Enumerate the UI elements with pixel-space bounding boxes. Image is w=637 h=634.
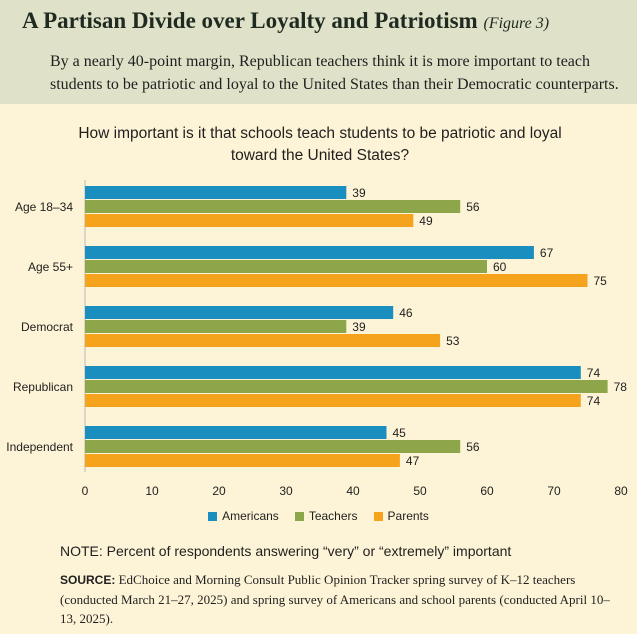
legend-item-americans: Americans <box>208 509 279 523</box>
category-label: Age 55+ <box>28 260 73 274</box>
category-label: Republican <box>13 380 73 394</box>
data-label: 67 <box>540 246 554 260</box>
data-label: 46 <box>399 306 413 320</box>
legend-label-americans: Americans <box>222 509 279 523</box>
legend-label-parents: Parents <box>387 509 429 523</box>
data-label: 56 <box>466 440 480 454</box>
x-tick-label: 70 <box>547 484 561 498</box>
legend-swatch-parents <box>373 511 383 521</box>
legend-item-parents: Parents <box>373 509 429 523</box>
bar-teachers <box>85 380 608 393</box>
data-label: 74 <box>587 366 601 380</box>
legend-label-teachers: Teachers <box>308 509 358 523</box>
data-label: 47 <box>406 454 420 468</box>
category-label: Democrat <box>21 320 74 334</box>
figure-label: (Figure 3) <box>483 15 550 32</box>
title-text: A Partisan Divide over Loyalty and Patri… <box>22 8 478 33</box>
x-tick-label: 30 <box>279 484 293 498</box>
chart-title: How important is it that schools teach s… <box>78 125 562 164</box>
bar-americans <box>85 426 387 439</box>
x-tick-label: 40 <box>346 484 360 498</box>
x-tick-label: 10 <box>145 484 159 498</box>
header-band: A Partisan Divide over Loyalty and Patri… <box>0 0 637 104</box>
source: SOURCE: EdChoice and Morning Consult Pub… <box>60 570 620 628</box>
note-label: NOTE: <box>60 543 103 559</box>
bar-parents <box>85 394 581 407</box>
figure-subtitle: By a nearly 40-point margin, Republican … <box>50 53 619 93</box>
bar-parents <box>85 454 400 467</box>
category-label: Independent <box>6 440 73 454</box>
data-label: 53 <box>446 334 460 348</box>
x-tick-label: 0 <box>82 484 89 498</box>
bar-teachers <box>85 260 487 273</box>
x-tick-label: 80 <box>614 484 628 498</box>
bar-americans <box>85 246 534 259</box>
source-label: SOURCE: <box>60 573 116 587</box>
bar-americans <box>85 366 581 379</box>
x-tick-label: 60 <box>480 484 494 498</box>
source-text: EdChoice and Morning Consult Public Opin… <box>60 572 610 626</box>
data-label: 60 <box>493 260 507 274</box>
data-label: 74 <box>587 394 601 408</box>
bar-teachers <box>85 320 347 333</box>
data-label: 39 <box>352 186 366 200</box>
x-tick-label: 20 <box>212 484 226 498</box>
note-text: Percent of respondents answering “very” … <box>106 543 512 559</box>
bar-parents <box>85 274 588 287</box>
bar-americans <box>85 306 394 319</box>
bar-teachers <box>85 440 461 453</box>
data-label: 78 <box>614 380 628 394</box>
bar-americans <box>85 186 347 199</box>
data-label: 49 <box>419 214 433 228</box>
bar-parents <box>85 214 414 227</box>
legend-swatch-teachers <box>294 511 304 521</box>
data-label: 56 <box>466 200 480 214</box>
data-label: 39 <box>352 320 366 334</box>
figure-title: A Partisan Divide over Loyalty and Patri… <box>22 8 549 34</box>
legend-swatch-americans <box>208 511 218 521</box>
data-label: 45 <box>393 426 407 440</box>
data-label: 75 <box>594 274 608 288</box>
bar-teachers <box>85 200 461 213</box>
legend: Americans Teachers Parents <box>0 509 637 523</box>
category-label: Age 18–34 <box>15 200 73 214</box>
note: NOTE: Percent of respondents answering “… <box>60 543 511 559</box>
legend-item-teachers: Teachers <box>294 509 358 523</box>
bar-parents <box>85 334 441 347</box>
x-tick-label: 50 <box>413 484 427 498</box>
